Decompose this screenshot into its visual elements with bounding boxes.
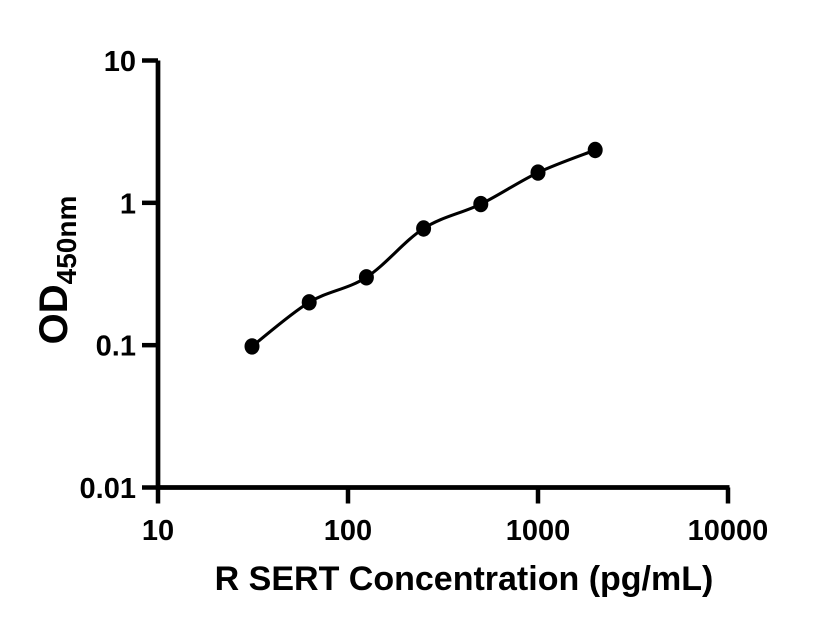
x-axis-tick-label: 100 xyxy=(324,515,372,547)
data-points xyxy=(244,141,603,355)
axes xyxy=(155,60,730,490)
y-axis-title: OD450nm xyxy=(32,196,82,345)
y-axis-tick-label: 0.1 xyxy=(96,331,136,363)
axis-ticks xyxy=(142,58,731,504)
x-axis-tick-label: 1000 xyxy=(506,515,571,547)
data-point-marker xyxy=(473,195,489,213)
y-axis-tick-label: 0.01 xyxy=(80,473,136,505)
data-point-marker xyxy=(587,141,603,159)
data-point-marker xyxy=(244,338,260,355)
data-point-marker xyxy=(358,269,374,286)
fit-curve xyxy=(251,148,596,348)
x-axis-tick-label: 10 xyxy=(142,515,174,547)
y-axis-title-subscript: 450nm xyxy=(51,195,82,285)
data-point-marker xyxy=(301,294,317,311)
data-point-marker xyxy=(530,164,546,181)
x-axis-tick-label: 10000 xyxy=(688,515,769,547)
x-axis-title: R SERT Concentration (pg/mL) xyxy=(214,560,714,598)
y-axis-tick-label: 1 xyxy=(120,188,136,220)
axis-tick-labels: 10 100 1000 10000 10 1 0.1 0.01 xyxy=(80,46,769,547)
axis-spines xyxy=(155,60,730,490)
y-axis-tick-label: 10 xyxy=(104,46,136,78)
y-axis-title-text: OD xyxy=(32,284,76,345)
data-point-marker xyxy=(416,220,432,237)
standard-curve-line xyxy=(251,148,596,348)
